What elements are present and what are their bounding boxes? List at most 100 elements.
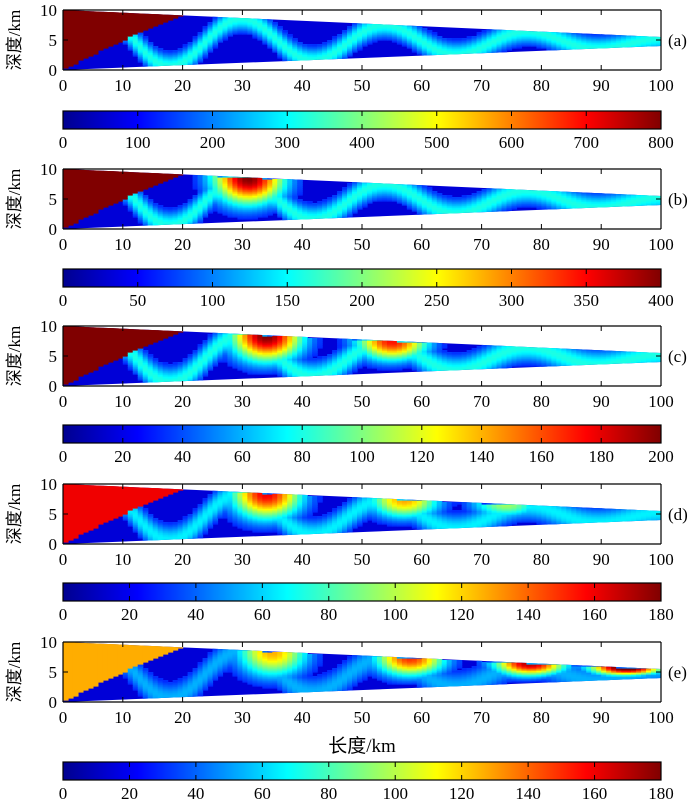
y-tick-label: 10 <box>40 160 57 179</box>
colorbar-tick-label: 500 <box>424 133 450 152</box>
x-tick-label: 90 <box>593 235 610 254</box>
y-tick-label: 5 <box>49 505 58 524</box>
x-tick-label: 80 <box>533 76 550 95</box>
panel-4: 0 10 20 30 40 50 60 70 80 90 100 0 5 10 深度/km (d) 0 20 40 6… <box>5 475 688 624</box>
x-tick-label: 40 <box>294 235 311 254</box>
colorbar-tick-label: 350 <box>574 291 600 310</box>
y-axis-label: 深度/km <box>5 484 24 544</box>
x-tick-label: 20 <box>174 392 191 411</box>
x-tick-label: 20 <box>174 708 191 727</box>
colorbar-tick-label: 80 <box>294 447 311 466</box>
colorbar-tick-label: 120 <box>409 447 435 466</box>
y-tick-label: 5 <box>49 31 58 50</box>
x-tick-label: 90 <box>593 76 610 95</box>
x-tick-label: 10 <box>114 235 131 254</box>
x-tick-label: 100 <box>648 76 674 95</box>
x-tick-label: 60 <box>413 392 430 411</box>
colorbar-tick-label: 180 <box>588 447 614 466</box>
colorbar-tick-label: 300 <box>499 291 525 310</box>
y-tick-label: 10 <box>40 1 57 20</box>
x-tick-label: 40 <box>294 76 311 95</box>
colorbar-tick-label: 60 <box>254 784 271 803</box>
x-tick-label: 70 <box>473 76 490 95</box>
colorbar-tick-label: 40 <box>174 447 191 466</box>
x-tick-label: 10 <box>114 392 131 411</box>
x-tick-label: 30 <box>234 392 251 411</box>
x-axis-label: 长度/km <box>328 735 396 757</box>
x-tick-label: 80 <box>533 392 550 411</box>
colorbar-tick-label: 0 <box>59 784 68 803</box>
colorbar-tick-label: 300 <box>275 133 301 152</box>
x-tick-label: 10 <box>114 76 131 95</box>
colorbar-tick-label: 60 <box>254 605 271 624</box>
x-tick-label: 70 <box>473 550 490 569</box>
x-tick-label: 90 <box>593 550 610 569</box>
colorbar-tick-label: 400 <box>349 133 375 152</box>
colorbar-tick-label: 40 <box>187 784 204 803</box>
panel-label: (a) <box>668 31 687 50</box>
colorbar-tick-label: 160 <box>582 784 608 803</box>
colorbar: 0 50 100 150 200 250 300 350 400 <box>59 268 674 310</box>
panel-label: (e) <box>668 663 687 682</box>
colorbar-tick-label: 120 <box>449 784 475 803</box>
x-tick-label: 10 <box>114 550 131 569</box>
colorbar-tick-label: 80 <box>320 784 337 803</box>
x-tick-label: 50 <box>354 235 371 254</box>
x-tick-label: 40 <box>294 708 311 727</box>
colorbar-tick-label: 100 <box>125 133 151 152</box>
colorbar-tick-label: 120 <box>449 605 475 624</box>
x-tick-label: 100 <box>648 392 674 411</box>
x-tick-label: 60 <box>413 708 430 727</box>
colorbar-tick-label: 100 <box>349 447 375 466</box>
colorbar-tick-label: 200 <box>349 291 375 310</box>
panel-2: 0 10 20 30 40 50 60 70 80 90 100 0 5 10 深度/km (b) 0 50 100… <box>5 160 688 310</box>
colorbar-tick-label: 0 <box>59 291 68 310</box>
panel-5: 0 10 20 30 40 50 60 70 80 90 100 0 5 10 深度/km (e) 0 20 40 6… <box>5 633 687 803</box>
colorbar-tick-label: 40 <box>187 605 204 624</box>
colorbar-tick-label: 800 <box>648 133 674 152</box>
x-tick-label: 20 <box>174 235 191 254</box>
y-tick-label: 0 <box>49 377 58 396</box>
x-tick-label: 70 <box>473 392 490 411</box>
colorbar-tick-label: 100 <box>382 784 408 803</box>
colorbar-tick-label: 200 <box>200 133 226 152</box>
colorbar-tick-label: 700 <box>574 133 600 152</box>
colorbar: 0 100 200 300 400 500 600 700 800 <box>59 110 674 152</box>
colorbar-tick-label: 600 <box>499 133 525 152</box>
x-tick-label: 20 <box>174 76 191 95</box>
x-tick-label: 0 <box>59 550 68 569</box>
colorbar: 0 20 40 60 80 100 120 140 160 180 <box>59 761 674 803</box>
heatmap-field <box>63 642 661 702</box>
panel-label: (b) <box>668 190 688 209</box>
y-tick-label: 0 <box>49 535 58 554</box>
x-tick-label: 40 <box>294 550 311 569</box>
x-tick-label: 40 <box>294 392 311 411</box>
y-tick-label: 5 <box>49 347 58 366</box>
y-tick-label: 5 <box>49 190 58 209</box>
y-tick-label: 10 <box>40 317 57 336</box>
y-tick-label: 0 <box>49 220 58 239</box>
y-tick-label: 0 <box>49 693 58 712</box>
x-tick-label: 0 <box>59 76 68 95</box>
y-tick-label: 10 <box>40 633 57 652</box>
heatmap-field <box>63 484 661 544</box>
x-tick-label: 70 <box>473 235 490 254</box>
colorbar-tick-label: 180 <box>648 605 674 624</box>
colorbar-tick-label: 20 <box>114 447 131 466</box>
panel-1: 0 10 20 30 40 50 60 70 80 90 100 0 5 10 深度/km (a) 0 100 20… <box>5 1 687 152</box>
x-tick-label: 100 <box>648 550 674 569</box>
x-tick-label: 50 <box>354 392 371 411</box>
y-tick-label: 0 <box>49 61 58 80</box>
x-tick-label: 80 <box>533 550 550 569</box>
colorbar-tick-label: 200 <box>648 447 674 466</box>
colorbar-tick-label: 140 <box>515 605 541 624</box>
panel-3: 0 10 20 30 40 50 60 70 80 90 100 0 5 10 深度/km (c) 0 20 40 6… <box>5 317 687 466</box>
x-tick-label: 30 <box>234 76 251 95</box>
x-tick-label: 0 <box>59 392 68 411</box>
x-tick-label: 60 <box>413 76 430 95</box>
colorbar-tick-label: 50 <box>129 291 146 310</box>
heatmap-field <box>63 10 661 70</box>
colorbar-tick-label: 80 <box>320 605 337 624</box>
x-tick-label: 80 <box>533 708 550 727</box>
